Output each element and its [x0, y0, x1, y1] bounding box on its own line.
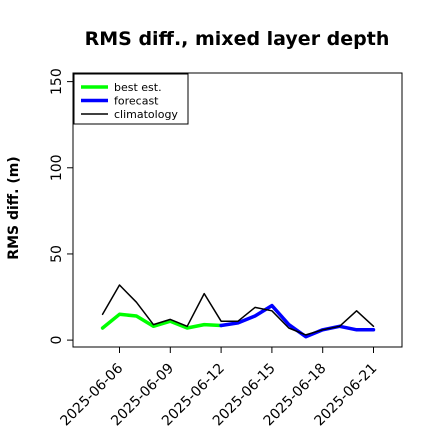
chart-title: RMS diff., mixed layer depth — [85, 28, 390, 50]
y-tick-label: 0 — [49, 336, 65, 345]
plot-area-frame — [72, 72, 403, 348]
y-tick-label: 100 — [49, 154, 65, 181]
y-axis-label: RMS diff. (m) — [6, 156, 22, 259]
legend-label: best est. — [114, 81, 162, 94]
x-axis: 2025-06-062025-06-092025-06-122025-06-15… — [57, 347, 380, 429]
series-line-climatology — [101, 284, 375, 336]
legend-label: forecast — [114, 95, 159, 108]
series-line-best-est — [100, 312, 223, 330]
y-tick-label: 150 — [49, 68, 65, 95]
y-axis: 0 50 100 150 — [49, 68, 73, 345]
y-tick-label: 50 — [49, 245, 65, 263]
legend-label: climatology — [114, 108, 178, 121]
series-layer — [100, 284, 376, 339]
